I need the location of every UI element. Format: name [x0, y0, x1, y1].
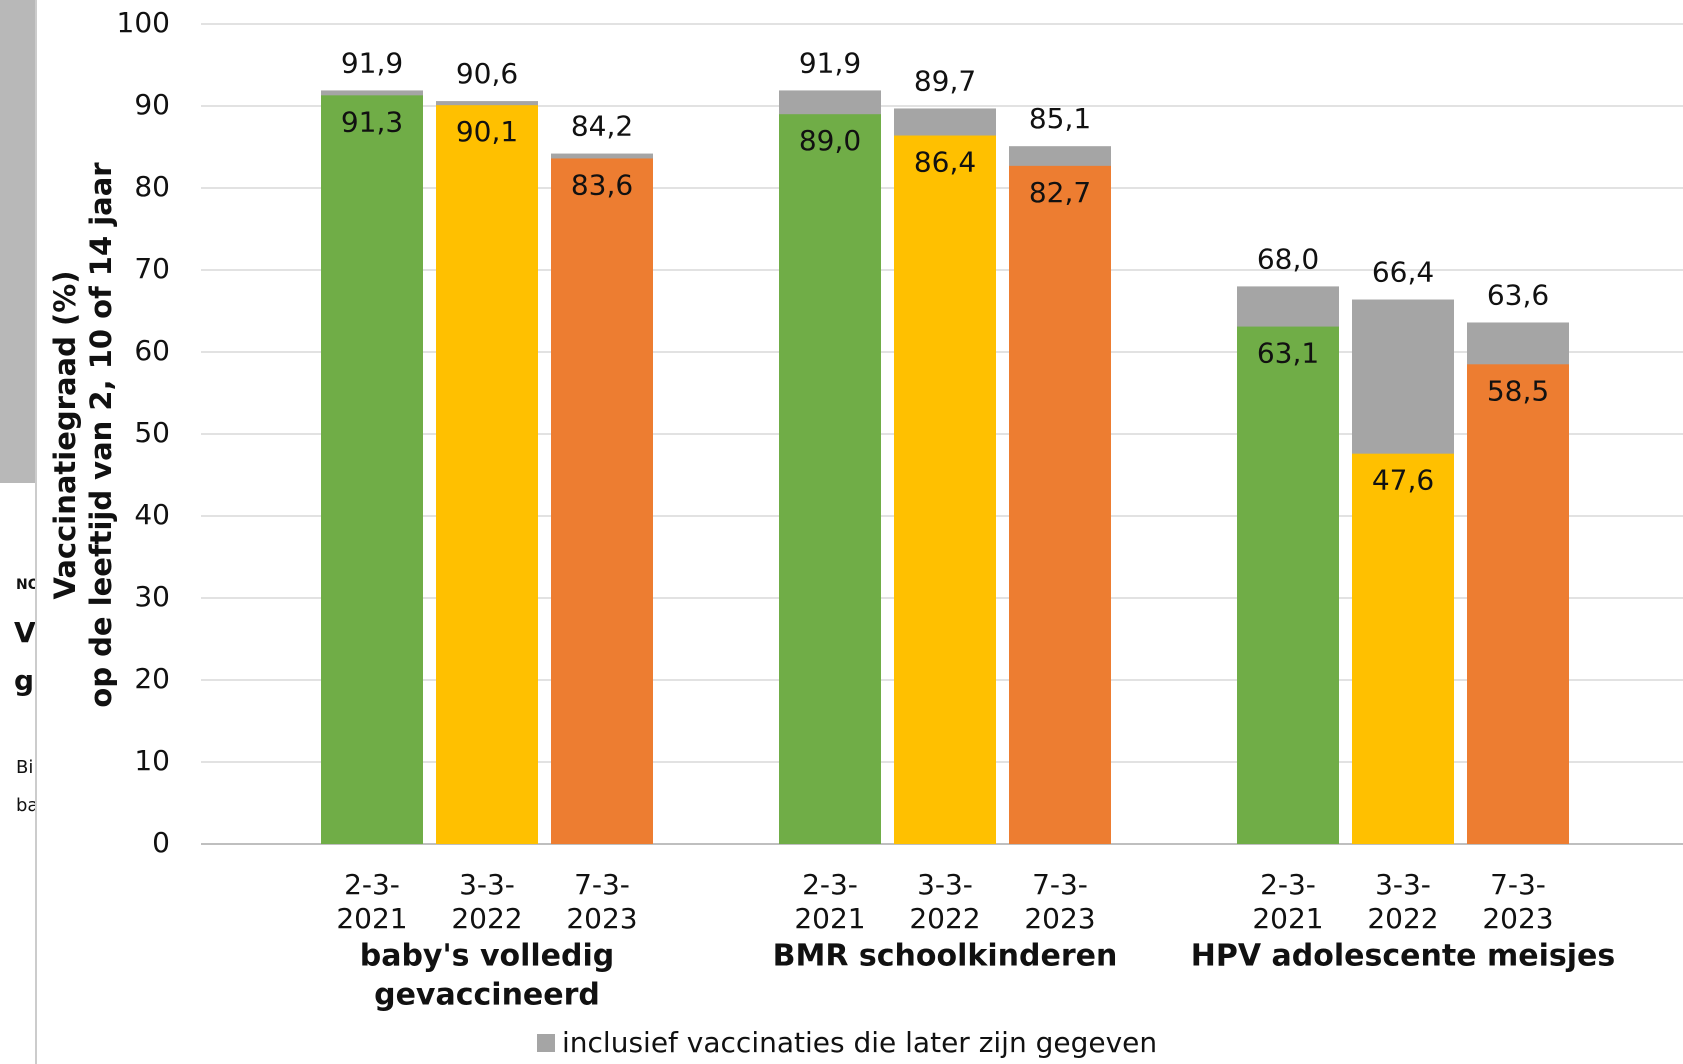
y-tick-label: 0 — [152, 826, 170, 859]
x-tick-label: 3-3- — [459, 868, 515, 901]
legend-label: inclusief vaccinaties die later zijn geg… — [562, 1026, 1157, 1059]
group-label: HPV adolescente meisjes — [1191, 939, 1615, 974]
y-tick-label: 70 — [134, 252, 170, 285]
group-label: BMR schoolkinderen — [773, 939, 1118, 974]
x-tick-label: 2022 — [1367, 902, 1438, 935]
group-label: gevaccineerd — [374, 978, 600, 1013]
x-tick-label: 2023 — [1024, 902, 1095, 935]
y-tick-label: 10 — [134, 744, 170, 777]
x-tick-label: 2-3- — [344, 868, 400, 901]
value-label: 85,1 — [1029, 102, 1091, 135]
x-tick-label: 2021 — [1252, 902, 1323, 935]
background-text: NO — [16, 577, 40, 593]
background-photo — [0, 0, 35, 483]
y-tick-label: 50 — [134, 416, 170, 449]
background-text: Bi — [16, 757, 33, 778]
value-label: 82,7 — [1029, 176, 1091, 209]
value-label: 63,1 — [1257, 337, 1319, 370]
x-tick-label: 3-3- — [1375, 868, 1431, 901]
x-tick-label: 2-3- — [1260, 868, 1316, 901]
bar — [779, 114, 881, 844]
y-axis-title-line: op de leeftijd van 2, 10 of 14 jaar — [84, 162, 118, 708]
background-text: V — [14, 616, 36, 649]
value-label: 91,9 — [341, 46, 403, 79]
bar — [321, 95, 423, 845]
x-tick-label: 3-3- — [917, 868, 973, 901]
x-tick-label: 2-3- — [802, 868, 858, 901]
y-tick-label: 40 — [134, 498, 170, 531]
x-tick-label: 2021 — [794, 902, 865, 935]
bar — [551, 158, 653, 845]
value-label: 68,0 — [1257, 242, 1319, 275]
y-tick-label: 60 — [134, 334, 170, 367]
value-label: 91,3 — [341, 105, 403, 138]
x-tick-label: 2023 — [566, 902, 637, 935]
value-label: 90,1 — [456, 115, 518, 148]
bar — [1352, 453, 1454, 844]
value-label: 89,7 — [914, 64, 976, 97]
value-label: 84,2 — [571, 110, 633, 143]
value-label: 63,6 — [1487, 278, 1549, 311]
x-tick-label: 7-3- — [1490, 868, 1546, 901]
x-tick-label: 2022 — [451, 902, 522, 935]
bar — [436, 105, 538, 845]
y-axis-title-line: Vaccinatiegraad (%) — [48, 270, 82, 599]
group-label: baby's volledig — [360, 939, 615, 974]
background-text: g — [14, 664, 34, 697]
bar — [1009, 165, 1111, 845]
x-tick-label: 2023 — [1482, 902, 1553, 935]
y-tick-label: 100 — [117, 6, 170, 39]
value-label: 83,6 — [571, 168, 633, 201]
y-axis-title: Vaccinatiegraad (%) op de leeftijd van 2… — [48, 162, 118, 708]
value-label: 91,9 — [799, 46, 861, 79]
y-tick-label: 80 — [134, 170, 170, 203]
value-label: 86,4 — [914, 146, 976, 179]
bar — [1467, 364, 1569, 844]
value-label: 58,5 — [1487, 374, 1549, 407]
y-tick-label: 20 — [134, 662, 170, 695]
x-tick-label: 2022 — [909, 902, 980, 935]
x-tick-label: 2021 — [336, 902, 407, 935]
value-label: 90,6 — [456, 57, 518, 90]
y-tick-label: 90 — [134, 88, 170, 121]
value-label: 66,4 — [1372, 256, 1434, 289]
background-text: ba — [16, 795, 38, 816]
y-tick-label: 30 — [134, 580, 170, 613]
value-label: 89,0 — [799, 124, 861, 157]
x-tick-label: 7-3- — [1032, 868, 1088, 901]
bar — [1237, 326, 1339, 845]
x-tick-label: 7-3- — [574, 868, 630, 901]
bar — [894, 135, 996, 844]
legend-swatch — [537, 1034, 555, 1052]
value-label: 47,6 — [1372, 464, 1434, 497]
